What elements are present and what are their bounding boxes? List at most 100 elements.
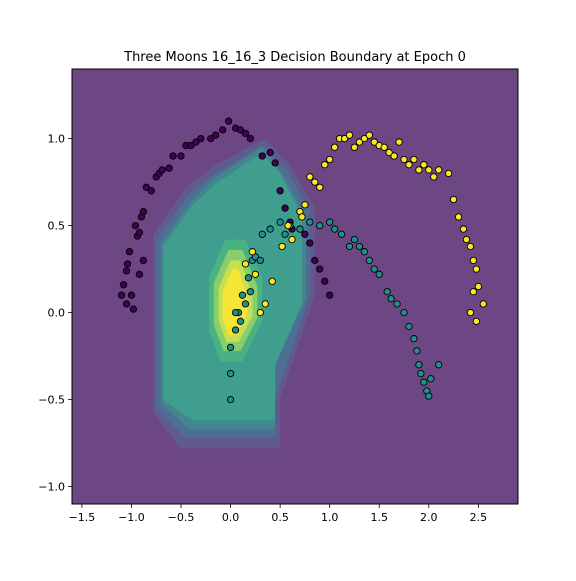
point-class-2	[330, 143, 339, 151]
point-class-2	[301, 201, 309, 209]
point-class-0	[241, 129, 250, 138]
point-class-2	[268, 277, 276, 285]
point-class-0	[129, 305, 138, 313]
point-class-2	[466, 242, 475, 251]
point-class-1	[337, 230, 346, 238]
point-class-2	[395, 138, 403, 146]
point-class-0	[236, 126, 245, 134]
point-class-1	[400, 308, 408, 317]
x-tick-label: 2.0	[420, 511, 438, 524]
point-class-0	[139, 256, 148, 265]
y-tick-label: 1.0	[48, 133, 66, 146]
point-class-0	[158, 166, 166, 174]
point-class-1	[246, 288, 255, 296]
point-class-1	[276, 218, 284, 226]
point-class-2	[298, 213, 306, 221]
point-class-1	[226, 395, 235, 404]
point-class-0	[281, 204, 289, 212]
point-class-2	[345, 131, 354, 139]
point-class-1	[387, 295, 395, 303]
x-tick-label: −1.5	[69, 511, 96, 524]
point-class-1	[427, 375, 435, 383]
point-class-2	[405, 161, 413, 169]
point-class-0	[169, 152, 177, 160]
point-class-2	[340, 134, 349, 143]
point-class-2	[454, 213, 463, 221]
point-class-2	[385, 148, 393, 157]
point-class-2	[355, 138, 364, 146]
point-class-2	[472, 265, 481, 273]
point-class-2	[251, 270, 260, 278]
point-class-0	[122, 267, 131, 275]
point-class-2	[321, 161, 329, 169]
point-class-1	[281, 230, 289, 238]
plot-frame	[71, 68, 519, 505]
point-class-2	[350, 143, 359, 151]
point-class-0	[135, 270, 144, 278]
x-axis: −1.5 −1.0 −0.5 0.0 0.5 1.0 1.5 2.0 2.5	[69, 504, 488, 524]
point-class-0	[187, 141, 195, 150]
point-class-2	[472, 317, 481, 325]
point-class-2	[415, 166, 423, 174]
point-class-0	[271, 159, 279, 167]
point-class-2	[365, 131, 373, 139]
point-class-0	[192, 138, 200, 146]
point-class-1	[415, 361, 423, 369]
point-class-2	[410, 155, 418, 164]
point-class-0	[177, 152, 185, 160]
point-class-1	[350, 235, 359, 244]
point-class-1	[306, 218, 314, 226]
point-class-1	[420, 378, 428, 386]
point-class-1	[355, 242, 364, 251]
point-class-1	[413, 347, 421, 355]
point-class-2	[311, 178, 319, 186]
point-class-0	[139, 208, 148, 216]
point-class-0	[119, 281, 128, 289]
x-tick-label: −0.5	[168, 511, 195, 524]
point-class-1	[266, 225, 274, 233]
point-class-1	[417, 369, 425, 378]
point-class-1	[375, 270, 383, 278]
point-class-1	[316, 221, 324, 230]
point-class-1	[231, 326, 240, 334]
point-class-2	[306, 173, 314, 181]
point-class-2	[278, 242, 286, 251]
point-class-0	[165, 164, 173, 172]
point-class-1	[370, 265, 378, 273]
point-class-2	[444, 169, 453, 178]
point-class-2	[474, 282, 483, 291]
point-class-0	[246, 134, 255, 143]
point-class-2	[469, 256, 478, 265]
point-class-0	[316, 265, 324, 273]
scatter-points	[117, 117, 487, 404]
x-tick-label: −1.0	[118, 511, 145, 524]
point-class-2	[425, 166, 433, 174]
point-class-0	[147, 187, 155, 195]
point-class-2	[360, 134, 369, 143]
point-class-0	[197, 134, 205, 143]
point-class-2	[462, 235, 471, 244]
point-class-2	[316, 183, 324, 191]
point-class-2	[380, 143, 388, 151]
point-class-2	[284, 221, 292, 230]
point-class-2	[469, 288, 478, 296]
point-class-1	[410, 335, 418, 343]
chart-title: Three Moons 16_16_3 Decision Boundary at…	[124, 50, 466, 65]
point-class-0	[258, 152, 266, 160]
point-class-0	[266, 148, 274, 157]
y-tick-label: −0.5	[38, 394, 65, 407]
point-class-2	[288, 235, 296, 244]
x-tick-label: 0.5	[271, 511, 289, 524]
point-class-1	[238, 291, 247, 299]
point-class-0	[131, 221, 140, 230]
point-class-1	[241, 300, 250, 308]
point-class-2	[370, 138, 378, 146]
x-tick-label: 2.5	[470, 511, 488, 524]
y-axis: −1.0 −0.5 0.0 0.5 1.0	[38, 133, 72, 494]
point-class-0	[207, 134, 215, 143]
point-class-2	[466, 308, 475, 317]
point-class-2	[479, 300, 487, 308]
point-class-1	[383, 288, 391, 296]
point-class-0	[301, 230, 309, 238]
point-class-2	[435, 166, 443, 174]
